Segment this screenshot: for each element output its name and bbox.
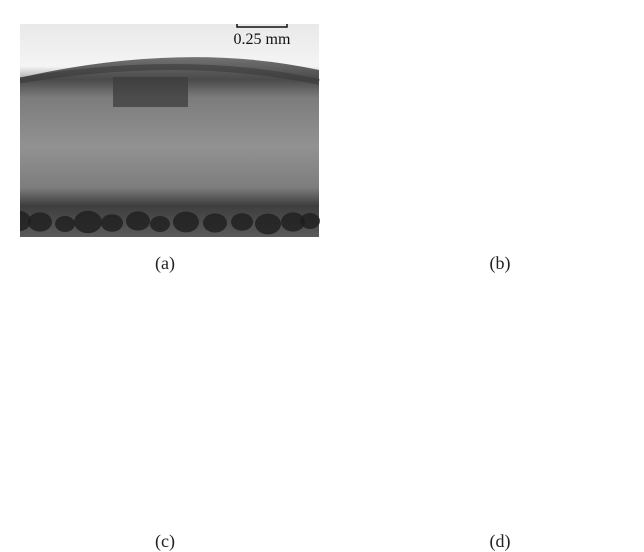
notch <box>448 77 523 91</box>
dark-spot <box>173 212 199 233</box>
bright-cap <box>345 12 644 92</box>
dark-spot <box>461 489 485 508</box>
dark-spot <box>281 490 305 509</box>
dark-spot <box>590 214 616 235</box>
scale-label: 0.25 mm <box>569 31 626 48</box>
dark-spot <box>390 216 410 232</box>
dark-spot <box>538 213 562 232</box>
dark-spot <box>101 214 123 232</box>
dark-spot <box>55 494 75 510</box>
image-body <box>10 290 319 515</box>
dark-spot <box>590 492 616 513</box>
dark-spot <box>508 212 534 233</box>
dark-spot <box>363 490 387 509</box>
bright-cap <box>345 290 644 370</box>
dark-spot <box>538 491 562 510</box>
dark-spot <box>231 213 253 231</box>
dark-spot <box>126 211 150 230</box>
panel-label: (b) <box>490 253 511 274</box>
micrograph: 0.25 mm <box>5 290 320 515</box>
dark-spot <box>101 492 123 510</box>
dark-spot <box>203 213 227 232</box>
micrograph: 0.25 mm <box>5 12 320 237</box>
dark-spot <box>5 211 31 232</box>
dark-spot <box>231 491 253 509</box>
dark-spot <box>485 216 505 232</box>
scale-bar <box>237 300 287 305</box>
dark-spot <box>203 491 227 510</box>
dark-spot <box>461 211 485 230</box>
dark-spot <box>436 492 458 510</box>
dark-spot <box>28 490 52 509</box>
dark-spot <box>340 211 366 232</box>
edge-shadow <box>345 357 644 372</box>
image-body <box>345 12 644 237</box>
dark-spot <box>173 490 199 511</box>
edge-shadow <box>345 79 644 94</box>
figure: 0.25 mm (a) 0.25 mm (b) 0.25 mm (c) 0.25 mm (d) <box>0 0 644 552</box>
dark-spot <box>485 494 505 510</box>
bright-cap <box>10 290 319 358</box>
dark-spot <box>5 489 31 510</box>
dark-spot <box>74 489 102 511</box>
scale-bar <box>572 22 622 27</box>
dark-spot <box>74 211 102 233</box>
image-body <box>345 290 644 515</box>
notch <box>113 373 188 387</box>
scale-bar <box>572 300 622 305</box>
dark-spot <box>566 491 588 509</box>
micrograph: 0.25 mm <box>340 290 644 515</box>
dark-spot <box>126 489 150 508</box>
notch <box>448 373 523 387</box>
dark-spot <box>409 489 437 511</box>
dark-spot <box>150 494 170 510</box>
dark-spot <box>300 491 320 507</box>
dark-spot <box>635 491 644 507</box>
dark-spot <box>508 490 534 511</box>
page: 0.25 mm (a) 0.25 mm (b) 0.25 mm (c) 0.25 mm (d)… <box>0 0 644 552</box>
dark-spot <box>363 212 387 231</box>
edge-shadow <box>10 345 319 360</box>
dark-spot <box>616 212 640 231</box>
scale-label: 0.25 mm <box>569 309 626 326</box>
dark-spot <box>390 494 410 510</box>
dark-spot <box>635 213 644 229</box>
panel-label: (d) <box>490 531 511 552</box>
dark-spot <box>255 214 281 235</box>
dark-spot <box>566 213 588 231</box>
dark-spot <box>436 214 458 232</box>
dark-spot <box>300 213 320 229</box>
notch <box>113 77 188 107</box>
dark-spot <box>255 492 281 513</box>
scale-label: 0.25 mm <box>234 31 291 48</box>
dark-spot <box>150 216 170 232</box>
dark-spot <box>616 490 640 509</box>
panel-label: (c) <box>155 531 175 552</box>
dark-spot <box>409 211 437 233</box>
panel-label: (a) <box>155 253 175 274</box>
dark-spot <box>340 489 366 510</box>
dark-spot <box>55 216 75 232</box>
micrograph: 0.25 mm <box>340 12 644 237</box>
dark-spot <box>28 212 52 231</box>
scale-label: 0.25 mm <box>234 309 291 326</box>
